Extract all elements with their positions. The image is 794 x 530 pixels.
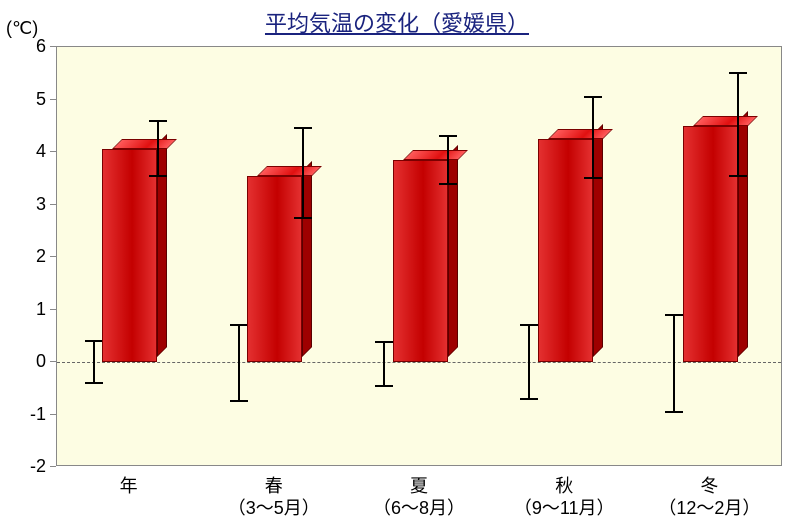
y-tick	[50, 361, 56, 362]
x-category-sublabel: （6～8月）	[339, 494, 499, 520]
chart-container: 平均気温の変化（愛媛県） (℃) -2-10123456年春（3～5月）夏（6～…	[0, 0, 794, 530]
data-bar	[247, 176, 302, 362]
y-tick-label: 3	[36, 194, 46, 215]
zero-line	[57, 362, 781, 363]
data-bar	[102, 149, 157, 362]
y-tick	[50, 309, 56, 310]
y-tick-label: 0	[36, 351, 46, 372]
x-category-sublabel: （9～11月）	[484, 494, 644, 520]
y-tick	[50, 466, 56, 467]
x-category-sublabel: （12～2月）	[629, 494, 789, 520]
y-tick	[50, 151, 56, 152]
y-tick-label: 2	[36, 246, 46, 267]
plot-area	[56, 46, 782, 466]
y-tick	[50, 256, 56, 257]
y-tick-label: 5	[36, 89, 46, 110]
data-bar	[683, 126, 738, 362]
data-bar	[538, 139, 593, 362]
y-axis-unit-label: (℃)	[6, 18, 38, 39]
y-tick-label: -1	[30, 404, 46, 425]
y-tick	[50, 99, 56, 100]
x-category-sublabel: （3～5月）	[194, 494, 354, 520]
y-tick-label: -2	[30, 456, 46, 477]
data-bar	[393, 160, 448, 362]
x-category-label: 年	[69, 472, 189, 498]
y-tick	[50, 46, 56, 47]
y-tick-label: 4	[36, 141, 46, 162]
y-tick-label: 6	[36, 36, 46, 57]
y-tick-label: 1	[36, 299, 46, 320]
chart-title: 平均気温の変化（愛媛県）	[0, 6, 794, 38]
y-tick	[50, 414, 56, 415]
y-tick	[50, 204, 56, 205]
